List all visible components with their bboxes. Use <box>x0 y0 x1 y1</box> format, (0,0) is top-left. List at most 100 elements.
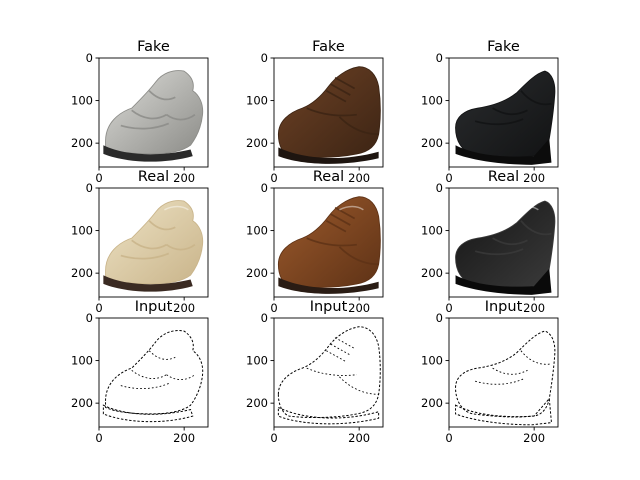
y-tick-label: 0 <box>86 311 93 325</box>
shoe-highlight <box>514 205 539 211</box>
y-tick-label: 100 <box>246 354 268 368</box>
y-tick-label: 100 <box>71 354 93 368</box>
y-tick-label: 200 <box>71 396 93 410</box>
shoe-detail <box>520 220 552 236</box>
shoe-sole <box>455 138 552 165</box>
subplot-real-clog: Real 0 100 200 0 200 <box>421 169 559 315</box>
shoe-sole <box>103 275 193 292</box>
subplot-fake-clog: Fake 0 100 200 0 200 <box>421 39 559 185</box>
axes-frame <box>273 317 384 428</box>
y-tick-label: 200 <box>246 266 268 280</box>
oxford-real-image <box>277 196 381 294</box>
subplot-title: Input <box>485 299 523 315</box>
subplot-input-oxford: Input 0 100 200 0 200 <box>246 299 384 445</box>
shoe-detail <box>148 90 176 101</box>
x-tick-label: 0 <box>270 431 277 445</box>
y-tick-label: 200 <box>421 396 443 410</box>
shoe-upper <box>105 70 204 155</box>
shoe-detail <box>474 118 524 126</box>
y-tick-label: 0 <box>261 181 268 195</box>
shoe-sole <box>455 268 552 295</box>
clog-fake-image <box>455 70 556 165</box>
shoe-detail <box>148 220 176 231</box>
shoe-detail <box>492 237 528 246</box>
shoe-highlight <box>339 205 364 211</box>
x-tick-label: 0 <box>95 301 102 315</box>
x-tick-label: 200 <box>523 431 545 445</box>
y-tick-label: 0 <box>261 51 268 65</box>
y-tick-label: 200 <box>71 136 93 150</box>
y-tick-label: 0 <box>436 311 443 325</box>
subplot-title: Input <box>310 299 348 315</box>
edge-detail <box>166 374 196 381</box>
subplot-title: Input <box>135 299 173 315</box>
x-tick-label: 200 <box>348 171 370 185</box>
subplot-real-sandal: Real 0 100 200 0 200 <box>71 169 209 315</box>
y-tick-label: 100 <box>71 224 93 238</box>
shoe-detail <box>166 113 196 121</box>
shoe-detail <box>338 246 379 266</box>
y-tick-label: 0 <box>436 51 443 65</box>
y-tick-label: 200 <box>246 136 268 150</box>
y-tick-label: 100 <box>246 94 268 108</box>
shoe-detail <box>492 107 528 116</box>
y-tick-label: 100 <box>71 94 93 108</box>
y-tick-label: 100 <box>246 224 268 238</box>
y-tick-label: 100 <box>421 224 443 238</box>
x-tick-label: 0 <box>445 171 452 185</box>
subplot-title: Real <box>138 169 169 185</box>
shoe-detail <box>306 237 357 247</box>
axes-frame <box>448 187 559 298</box>
edge-detail <box>306 367 357 376</box>
x-tick-label: 0 <box>445 301 452 315</box>
subplot-title: Real <box>488 169 519 185</box>
shoe-sole <box>103 145 193 162</box>
shoe-detail <box>325 89 347 103</box>
shoe-detail <box>330 83 351 96</box>
shoe-detail <box>338 116 379 136</box>
edge-sole <box>102 404 194 423</box>
x-tick-label: 200 <box>523 171 545 185</box>
sandal-fake-image <box>103 70 204 162</box>
edge-detail <box>339 376 379 395</box>
clog-real-image <box>455 200 556 295</box>
subplot-title: Fake <box>487 39 520 55</box>
shoe-detail <box>306 107 357 117</box>
edge-sole <box>277 406 380 425</box>
oxford-edges-image <box>277 326 381 425</box>
shoe-upper <box>105 200 204 285</box>
x-tick-label: 200 <box>173 171 195 185</box>
sandal-real-image <box>103 200 204 292</box>
shoe-detail <box>120 252 170 260</box>
shoe-detail <box>166 243 196 251</box>
axes-frame <box>273 57 384 168</box>
y-tick-label: 100 <box>421 354 443 368</box>
y-tick-label: 0 <box>436 181 443 195</box>
shoe-detail <box>131 109 168 120</box>
axes-background <box>449 318 558 427</box>
y-tick-label: 0 <box>261 311 268 325</box>
y-tick-label: 0 <box>86 181 93 195</box>
subplot-real-oxford: Real 0 100 200 0 200 <box>246 169 384 315</box>
edge-sole <box>455 397 552 426</box>
x-tick-label: 200 <box>523 301 545 315</box>
sandal-edges-image <box>102 330 204 423</box>
shoe-detail <box>474 248 524 256</box>
subplot-input-clog: Input 0 100 200 0 200 <box>421 299 559 445</box>
clog-edges-image <box>455 330 556 426</box>
shoe-detail <box>120 122 170 130</box>
shoe-highlight <box>164 205 189 211</box>
x-tick-label: 0 <box>95 431 102 445</box>
y-tick-label: 200 <box>246 396 268 410</box>
edge-outline <box>277 326 381 419</box>
y-tick-label: 100 <box>421 94 443 108</box>
axes-frame <box>98 317 209 428</box>
edge-detail <box>120 382 169 390</box>
y-tick-label: 200 <box>421 266 443 280</box>
subplot-title: Fake <box>312 39 345 55</box>
x-tick-label: 200 <box>173 301 195 315</box>
shoe-detail <box>520 90 552 106</box>
edge-detail <box>520 350 552 365</box>
subplot-fake-sandal: Fake 0 100 200 0 200 <box>71 39 209 185</box>
